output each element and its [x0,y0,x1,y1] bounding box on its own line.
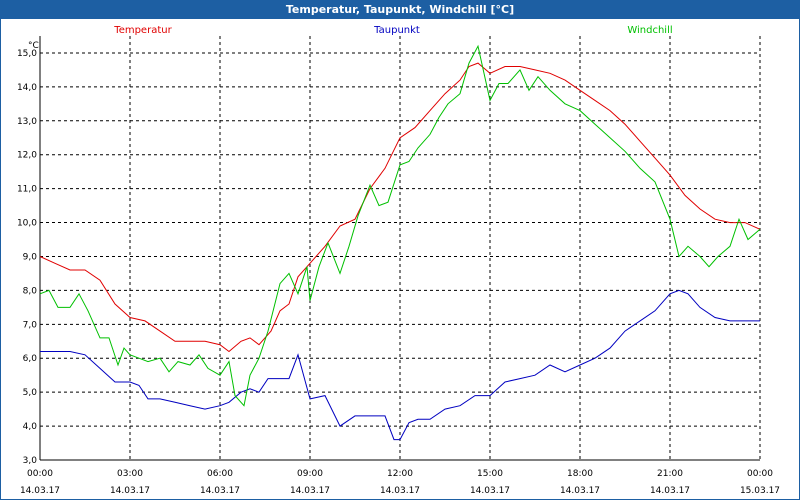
x-tick-date: 14.03.17 [20,486,60,496]
y-tick-label: 8,0 [23,286,38,296]
series-line-taupunkt [40,289,760,441]
y-tick-label: 6,0 [23,354,38,364]
x-tick-time: 18:00 [567,469,593,479]
x-tick-time: 15:00 [477,469,503,479]
chart-ticks: 3,0 4,0 5,0 6,0 7,0 8,0 9,0 10,0 11,0 12,0 13,0 14,… [17,49,780,496]
x-tick-time: 00:00 [747,469,773,479]
y-tick-label: 15,0 [17,49,37,59]
legend-windchill: Windchill [627,25,672,36]
x-tick-date: 14.03.17 [560,486,600,496]
x-tick-time: 12:00 [387,469,413,479]
x-tick-date: 14.03.17 [110,486,150,496]
x-tick-date: 14.03.17 [470,486,510,496]
x-tick-date: 14.03.17 [200,486,240,496]
y-tick-label: 12,0 [17,151,37,161]
x-tick-date: 14.03.17 [650,486,690,496]
x-tick-date: 14.03.17 [380,486,420,496]
chart-legend: Temperatur Taupunkt Windchill [113,25,672,36]
y-tick-label: 5,0 [23,388,38,398]
y-tick-label: 13,0 [17,117,37,127]
y-axis-label: °C [28,41,39,51]
legend-temperatur: Temperatur [113,25,172,36]
y-tick-label: 3,0 [23,456,38,466]
chart-axes [39,36,760,461]
x-tick-date: 14.03.17 [290,486,330,496]
x-tick-time: 03:00 [117,469,143,479]
y-tick-label: 11,0 [17,185,37,195]
y-tick-label: 9,0 [23,252,38,262]
chart-grid [39,36,761,461]
y-tick-label: 7,0 [23,320,38,330]
chart-series [39,44,761,441]
legend-taupunkt: Taupunkt [373,25,420,36]
window-title: Temperatur, Taupunkt, Windchill [°C] [1,1,799,19]
series-line-windchill [39,44,761,407]
y-tick-label: 14,0 [17,83,37,93]
x-tick-time: 21:00 [657,469,683,479]
x-tick-date: 15.03.17 [740,486,780,496]
series-line-temperatur [39,62,761,353]
y-tick-label: 10,0 [17,219,37,229]
x-tick-time: 06:00 [207,469,233,479]
x-tick-time: 00:00 [27,469,53,479]
y-tick-label: 4,0 [23,422,38,432]
x-tick-time: 09:00 [297,469,323,479]
